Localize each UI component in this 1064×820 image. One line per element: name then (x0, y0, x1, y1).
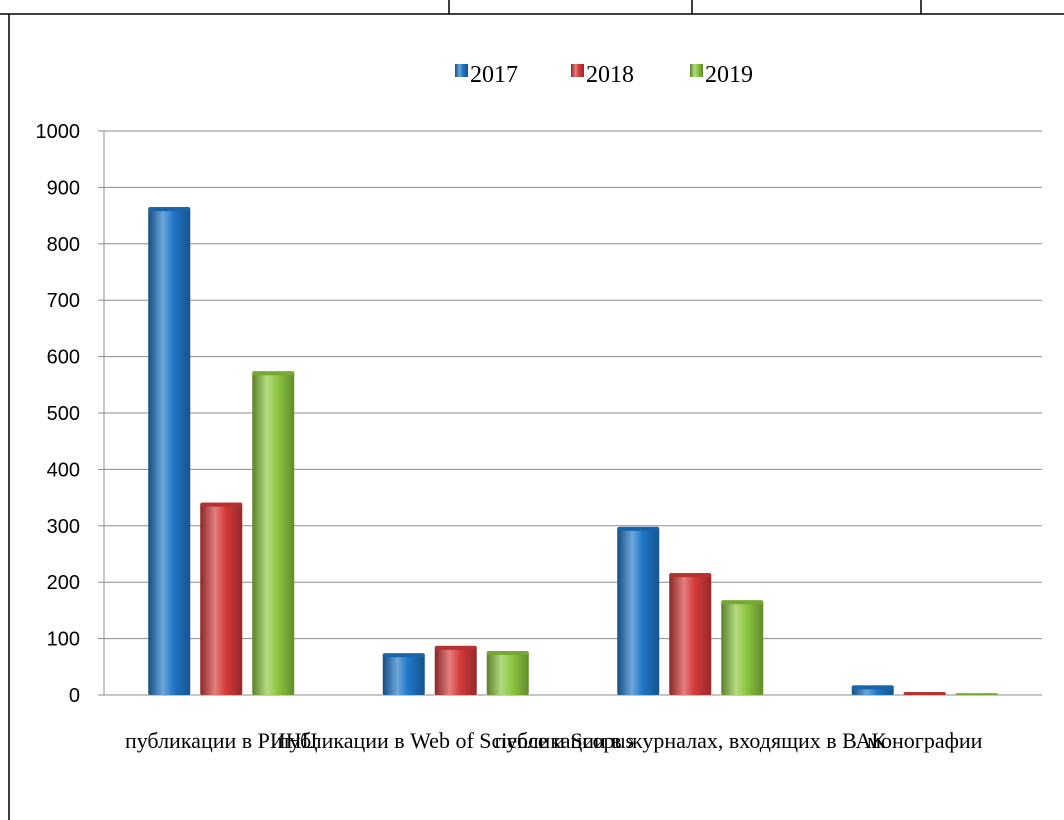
grid-lines (104, 130, 1042, 696)
legend-swatch-2018 (571, 64, 584, 77)
bar-2018-2 (434, 645, 477, 695)
x-category-label: публикации в журналах, входящих в ВАК (494, 728, 886, 753)
y-tick-label: 800 (47, 234, 80, 256)
y-tick-label: 0 (69, 685, 80, 707)
legend-label-2018: 2018 (586, 62, 634, 88)
y-tick-label: 1000 (36, 121, 81, 143)
bar-cap (486, 651, 529, 656)
bar-cap (200, 502, 243, 507)
bar-2018-1 (200, 502, 243, 695)
y-axis-ticks: 0 100 200 300 400 500 600 700 800 900 1000 (36, 121, 105, 707)
bar-2019-1 (252, 371, 295, 695)
x-category-label: монографии (867, 728, 983, 753)
bars (148, 207, 998, 695)
legend-swatch-2019 (690, 64, 703, 77)
bar-cap (434, 645, 477, 650)
y-tick-label: 200 (47, 572, 80, 594)
y-tick-label: 700 (47, 290, 80, 312)
bar-cap (617, 526, 660, 531)
bar-cap (148, 207, 191, 212)
bar-2017-1 (148, 207, 191, 695)
bar-cap (903, 692, 946, 695)
bar-cap (382, 653, 425, 658)
legend: 2017 2018 2019 (455, 62, 753, 88)
bar-cap (721, 600, 764, 605)
bar-2017-3 (617, 526, 660, 695)
bar-cap (252, 371, 295, 376)
bar-cap (955, 693, 998, 695)
y-tick-label: 500 (47, 403, 80, 425)
bar-2018-3 (669, 573, 712, 695)
legend-label-2019: 2019 (705, 62, 753, 88)
bar-2017-2 (382, 653, 425, 695)
x-category-label: публикации в РИНЦ (125, 728, 318, 753)
legend-swatch-2017 (455, 64, 468, 77)
legend-label-2017: 2017 (470, 62, 518, 88)
bar-cap (669, 573, 712, 578)
bar-cap (851, 685, 894, 690)
bar-2019-2 (486, 651, 529, 695)
y-tick-label: 300 (47, 516, 80, 538)
y-tick-label: 900 (47, 177, 80, 199)
y-tick-label: 400 (47, 459, 80, 481)
bar-2019-3 (721, 600, 764, 695)
y-tick-label: 600 (47, 347, 80, 369)
y-tick-label: 100 (47, 629, 80, 651)
x-category-label: публикации в Web of Science и Scopus (277, 728, 634, 753)
